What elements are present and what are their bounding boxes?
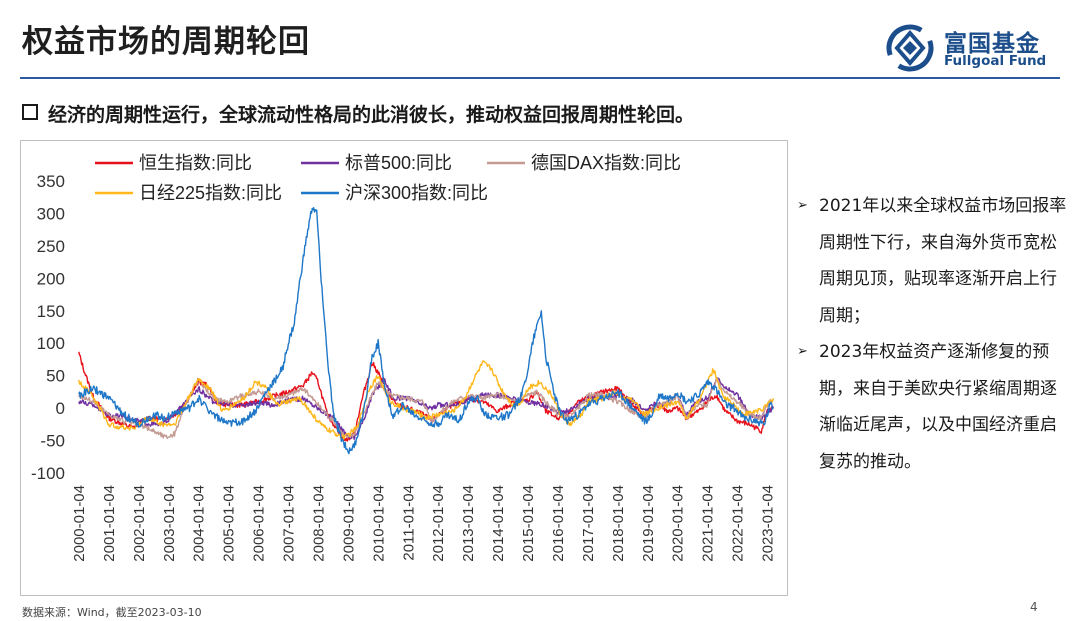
x-tick-label: 2005-01-04 xyxy=(221,485,238,562)
x-tick-label: 2014-01-04 xyxy=(490,485,507,562)
legend-label: 日经225指数:同比 xyxy=(139,183,282,203)
x-tick-label: 2018-01-04 xyxy=(610,485,627,562)
x-tick-label: 2011-01-04 xyxy=(400,485,417,561)
y-tick-label: 200 xyxy=(37,269,65,288)
y-tick-label: 50 xyxy=(46,367,65,386)
arrow-bullet-icon: ➢ xyxy=(797,198,808,213)
arrow-bullet-icon: ➢ xyxy=(797,344,808,359)
y-tick-label: 350 xyxy=(37,172,65,191)
x-tick-label: 2020-01-04 xyxy=(670,485,687,562)
page-title: 权益市场的周期轮回 xyxy=(22,24,310,60)
x-tick-label: 2000-01-04 xyxy=(71,485,88,562)
commentary-item: ➢ 2023年权益资产逐渐修复的预期，来自于美欧央行紧缩周期逐渐临近尾声，以及中… xyxy=(797,334,1067,480)
series-line-n225 xyxy=(78,360,774,440)
commentary-text: 2023年权益资产逐渐修复的预期，来自于美欧央行紧缩周期逐渐临近尾声，以及中国经… xyxy=(819,342,1057,472)
x-tick-label: 2004-01-04 xyxy=(191,485,208,562)
y-tick-label: 150 xyxy=(37,302,65,321)
logo-english-name: Fullgoal Fund xyxy=(944,53,1047,69)
section-subtitle: 经济的周期性运行，全球流动性格局的此消彼长，推动权益回报周期性轮回。 xyxy=(22,100,694,127)
chart-container: 350 300 250 200 150 100 50 0 -50 -100 2000-01-04 20… xyxy=(20,140,788,596)
series-line-csi300 xyxy=(78,207,774,455)
x-tick-label: 2013-01-04 xyxy=(460,485,477,562)
x-tick-label: 2022-01-04 xyxy=(730,485,747,562)
x-tick-label: 2003-01-04 xyxy=(161,485,178,562)
commentary-item: ➢ 2021年以来全球权益市场回报率周期性下行，来自海外货币宽松周期见顶，贴现率… xyxy=(797,188,1067,334)
x-tick-label: 2016-01-04 xyxy=(550,485,567,562)
x-tick-label: 2021-01-04 xyxy=(700,485,717,562)
legend-label: 恒生指数:同比 xyxy=(139,153,252,173)
legend-label: 德国DAX指数:同比 xyxy=(531,153,681,173)
y-tick-label: 300 xyxy=(37,204,65,223)
x-tick-label: 2017-01-04 xyxy=(580,485,597,562)
commentary-text: 2021年以来全球权益市场回报率周期性下行，来自海外货币宽松周期见顶，贴现率逐渐… xyxy=(819,196,1067,326)
x-tick-label: 2012-01-04 xyxy=(430,485,447,562)
subtitle-text: 经济的周期性运行，全球流动性格局的此消彼长，推动权益回报周期性轮回。 xyxy=(48,104,695,126)
x-tick-label: 2006-01-04 xyxy=(251,485,268,562)
x-tick-label: 2023-01-04 xyxy=(760,485,777,562)
x-tick-label: 2008-01-04 xyxy=(310,485,327,562)
header-divider xyxy=(20,77,1060,79)
logo-chinese-name: 富国基金 xyxy=(944,31,1040,57)
checkbox-square-icon xyxy=(22,104,38,120)
y-tick-label: -100 xyxy=(31,464,65,483)
commentary-list: ➢ 2021年以来全球权益市场回报率周期性下行，来自海外货币宽松周期见顶，贴现率… xyxy=(797,188,1067,480)
legend-label: 标普500:同比 xyxy=(345,153,452,173)
y-tick-label: -50 xyxy=(40,432,65,451)
page-number: 4 xyxy=(1030,600,1038,614)
data-source-note: 数据来源：Wind，截至2023-03-10 xyxy=(22,606,202,619)
x-tick-label: 2009-01-04 xyxy=(340,485,357,562)
yoy-line-chart: 350 300 250 200 150 100 50 0 -50 -100 2000-01-04 20… xyxy=(31,153,777,562)
y-tick-label: 0 xyxy=(56,399,65,418)
x-tick-label: 2010-01-04 xyxy=(370,485,387,562)
x-tick-label: 2002-01-04 xyxy=(131,485,148,562)
legend-label: 沪深300指数:同比 xyxy=(345,183,488,203)
y-tick-label: 250 xyxy=(37,237,65,256)
y-tick-label: 100 xyxy=(37,334,65,353)
x-tick-label: 2007-01-04 xyxy=(281,485,298,562)
fullgoal-logo-icon xyxy=(886,24,934,72)
x-tick-label: 2019-01-04 xyxy=(640,485,657,562)
x-tick-label: 2015-01-04 xyxy=(520,485,537,562)
x-tick-label: 2001-01-04 xyxy=(101,485,118,562)
brand-logo: 富国基金 Fullgoal Fund xyxy=(886,22,1056,74)
